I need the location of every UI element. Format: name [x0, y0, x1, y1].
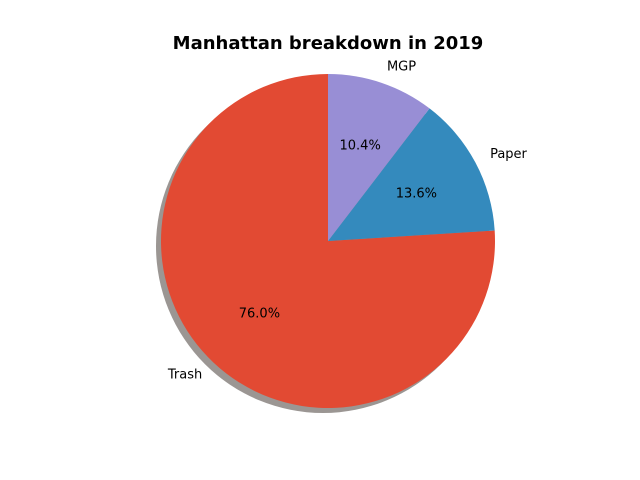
pie-slices: [161, 74, 496, 408]
slice-label-trash: Trash: [167, 367, 202, 382]
percent-label-trash: 76.0%: [239, 307, 280, 322]
pie-slice-mgp: [328, 74, 430, 241]
slice-label-paper: Paper: [490, 147, 527, 162]
chart-title: Manhattan breakdown in 2019: [173, 33, 484, 54]
pie-slice-trash: [161, 74, 496, 408]
pie-slice-paper: [328, 108, 495, 242]
percent-label-paper: 13.6%: [396, 186, 437, 201]
slice-label-mgp: MGP: [387, 60, 416, 75]
percent-label-mgp: 10.4%: [340, 139, 381, 154]
percent-labels: 76.0% 13.6% 10.4%: [239, 139, 437, 322]
slice-labels: Trash Paper MGP: [167, 60, 528, 383]
